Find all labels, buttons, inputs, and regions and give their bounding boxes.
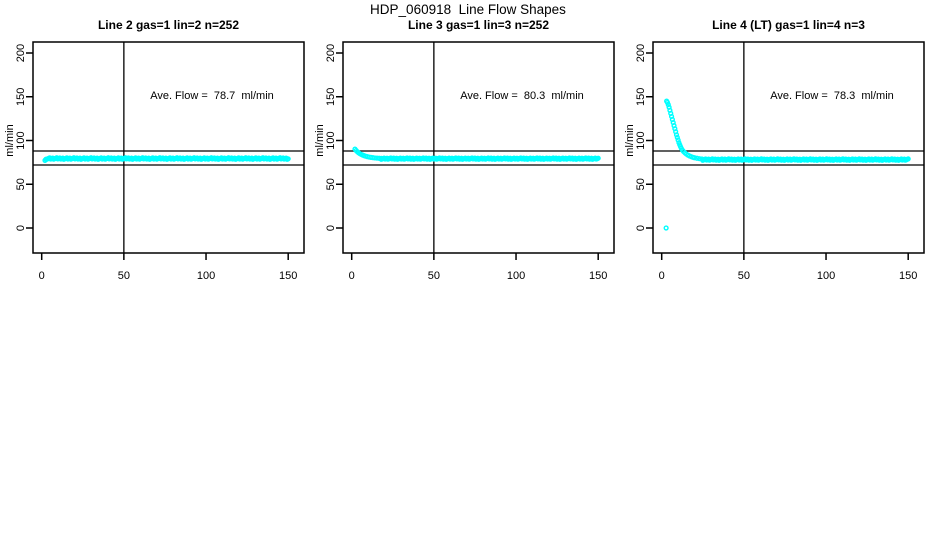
y-axis-tick-label: 50 xyxy=(15,178,27,190)
x-axis-tick-label: 150 xyxy=(279,270,297,282)
data-point xyxy=(905,156,911,162)
y-axis-tick-label: 200 xyxy=(635,44,647,62)
data-point xyxy=(595,155,601,161)
panel-line3: Line 3 gas=1 lin=3 n=252 0 50 100 150 0 50 100… xyxy=(312,18,622,290)
y-axis-tick-label: 200 xyxy=(15,44,27,62)
x-axis-tick-label: 50 xyxy=(738,270,750,282)
plot-line2: 0 50 100 150 0 50 100 150 200 ml/min xyxy=(4,41,305,282)
panel-line4: Line 4 (LT) gas=1 lin=4 n=3 0 50 100 150 0 50… xyxy=(622,18,932,290)
x-axis-tick-label: 50 xyxy=(428,270,440,282)
x-axis-tick-label: 100 xyxy=(507,270,525,282)
y-axis-tick-label: 0 xyxy=(325,225,337,231)
y-axis-tick-label: 100 xyxy=(15,131,27,149)
data-point xyxy=(285,156,291,162)
y-axis-tick-label: 0 xyxy=(15,225,27,231)
data-point xyxy=(675,137,681,143)
y-axis-tick-label: 200 xyxy=(325,44,337,62)
y-axis-tick-label: 50 xyxy=(325,178,337,190)
ave-flow-annotation-line2: Ave. Flow = 78.7 ml/min xyxy=(150,90,274,102)
data-point xyxy=(691,155,698,161)
panel-line4-title: Line 4 (LT) gas=1 lin=4 n=3 xyxy=(712,18,865,32)
y-axis-tick-label: 150 xyxy=(325,88,337,106)
x-axis-tick-label: 100 xyxy=(197,270,215,282)
y-axis-tick-label: 100 xyxy=(635,131,647,149)
figure-title: HDP_060918 Line Flow Shapes xyxy=(370,2,566,17)
ave-flow-annotation-line4: Ave. Flow = 78.3 ml/min xyxy=(770,90,894,102)
plot-box xyxy=(342,41,615,254)
y-axis-tick-label: 0 xyxy=(635,225,647,231)
x-axis-tick-label: 0 xyxy=(349,270,355,282)
panel-line2-title: Line 2 gas=1 lin=2 n=252 xyxy=(97,18,240,32)
plot-line4: 0 50 100 150 0 50 100 150 200 ml/min xyxy=(624,41,925,282)
y-axis-tick-label: 150 xyxy=(15,88,27,106)
plot-box xyxy=(32,41,305,254)
plot-box xyxy=(652,41,925,254)
data-point xyxy=(663,225,669,231)
data-point xyxy=(673,132,680,138)
y-axis-tick-label: 50 xyxy=(635,178,647,190)
y-axis-label: ml/min xyxy=(4,124,16,156)
y-axis-label: ml/min xyxy=(624,124,636,156)
panel-line3-title: Line 3 gas=1 lin=3 n=252 xyxy=(407,18,550,32)
ave-flow-annotation-line3: Ave. Flow = 80.3 ml/min xyxy=(460,90,584,102)
panel-line2: Line 2 gas=1 lin=2 n=252 0 50 100 150 0 50 100… xyxy=(2,18,312,290)
y-axis-tick-label: 150 xyxy=(635,88,647,106)
x-axis-tick-label: 150 xyxy=(589,270,607,282)
x-axis-tick-label: 50 xyxy=(118,270,130,282)
x-axis-tick-label: 0 xyxy=(39,270,45,282)
x-axis-tick-label: 150 xyxy=(899,270,917,282)
data-point xyxy=(694,155,700,161)
x-axis-tick-label: 100 xyxy=(817,270,835,282)
y-axis-label: ml/min xyxy=(314,124,326,156)
plot-line3: 0 50 100 150 0 50 100 150 200 ml/min xyxy=(314,41,615,282)
x-axis-tick-label: 0 xyxy=(659,270,665,282)
y-axis-tick-label: 100 xyxy=(325,131,337,149)
data-point xyxy=(665,102,671,108)
data-point xyxy=(674,134,680,141)
